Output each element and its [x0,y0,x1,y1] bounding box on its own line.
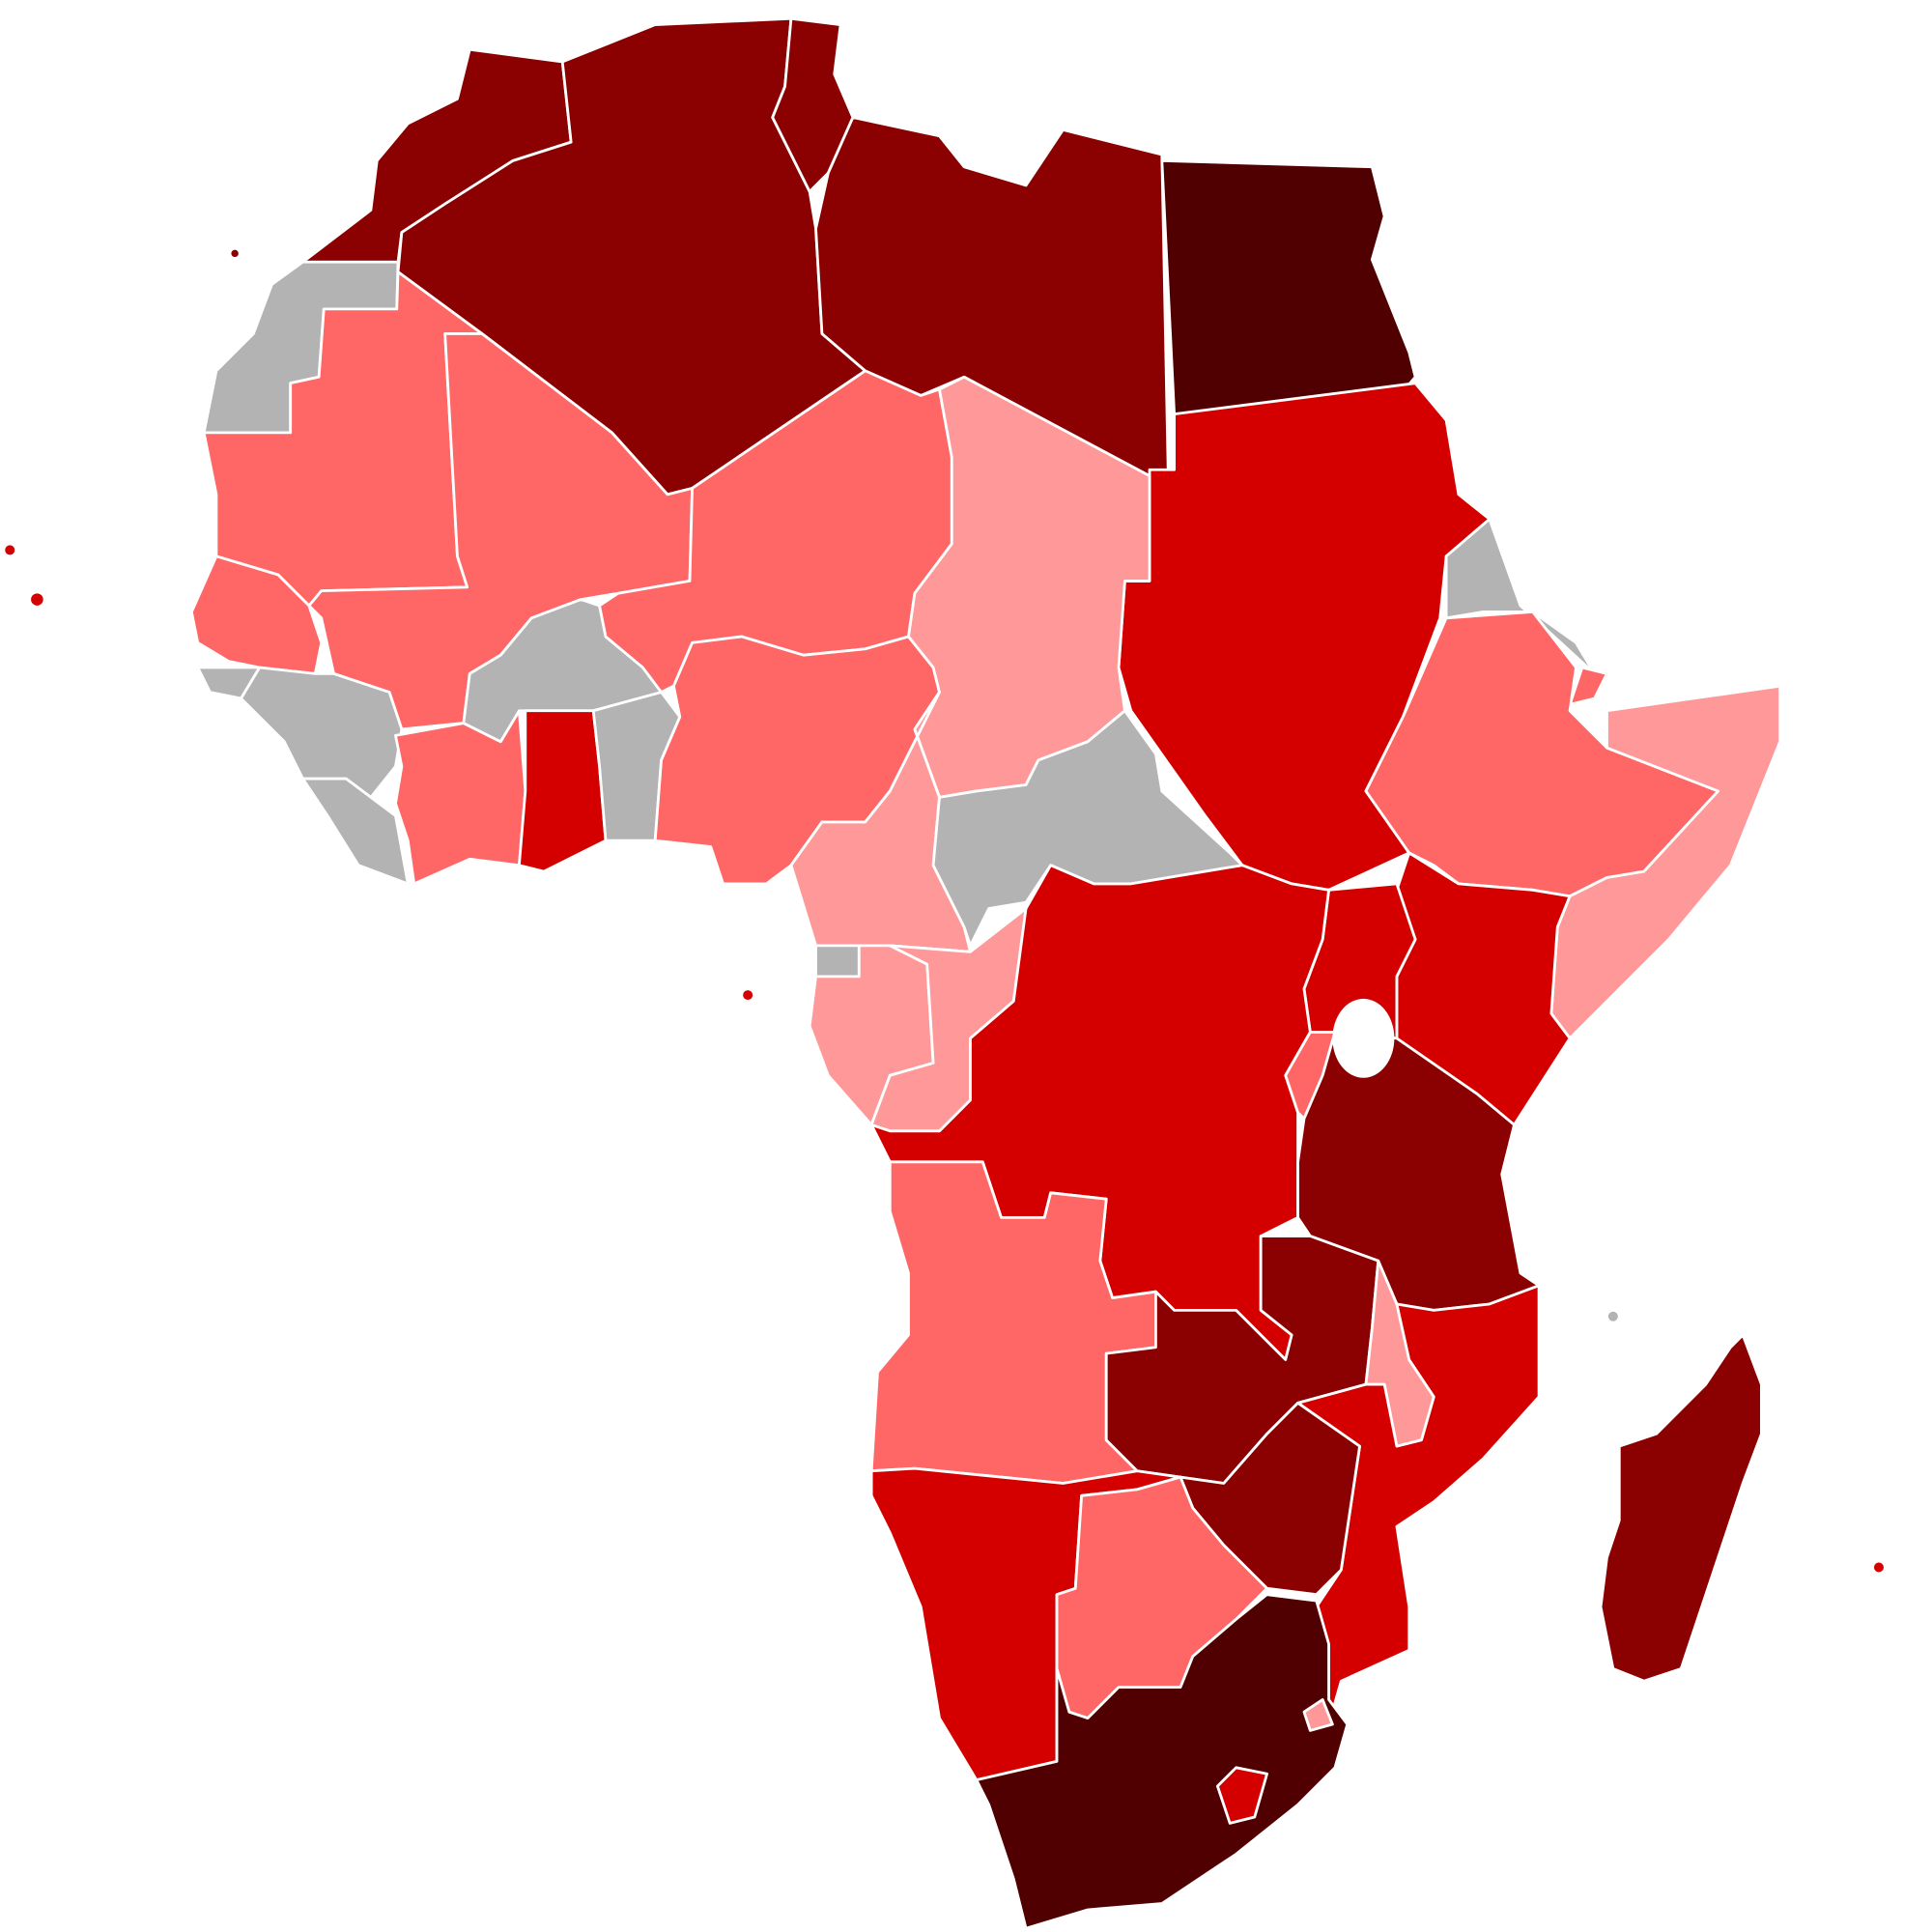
region [301,777,410,886]
region [1568,666,1608,706]
island [28,590,46,609]
region [240,666,404,799]
region [1160,158,1417,422]
region [202,270,484,608]
region [975,1593,1350,1930]
region [814,944,861,979]
island [228,246,242,260]
lake [1332,998,1395,1078]
region [394,709,527,886]
island [1605,1308,1621,1324]
region [1302,1698,1334,1732]
region [1599,1333,1763,1683]
region [1215,1766,1268,1825]
island [1871,1559,1887,1576]
island [2,542,18,558]
island [740,987,755,1003]
region [518,709,608,873]
